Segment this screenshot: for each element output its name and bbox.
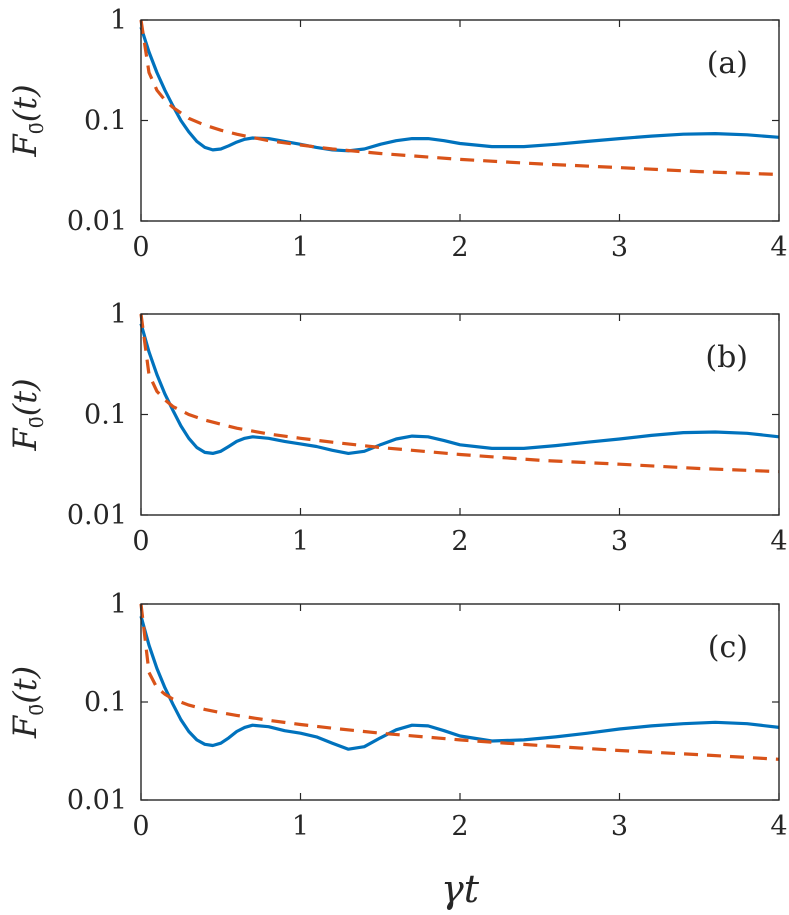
- plot-frame: [140, 19, 780, 222]
- x-axis-label: γt: [441, 867, 480, 911]
- panel-2: 0 1 2 3 4 0.01 0.1 1 (b) F0̄(t): [6, 299, 788, 557]
- x-tick-label: 3: [611, 811, 628, 842]
- x-tick-label: 4: [770, 232, 787, 263]
- x-tick-label: 4: [770, 811, 787, 842]
- panel-label: (c): [708, 630, 748, 665]
- x-tick-label: 1: [292, 526, 309, 557]
- y-tick-label: 1: [110, 299, 127, 330]
- y-tick-label: 0.01: [67, 500, 127, 531]
- series-solid-line: [139, 323, 780, 455]
- x-tick-label: 3: [611, 232, 628, 263]
- x-tick-label: 2: [451, 811, 468, 842]
- y-axis-label: F0̄(t): [6, 378, 48, 451]
- panel-label: (a): [707, 46, 748, 81]
- x-tick-label: 0: [132, 232, 149, 263]
- series-dashed-line: [139, 603, 780, 761]
- y-tick-label: 1: [110, 589, 127, 620]
- panel-1: 0 1 2 3 4 0.01 0.1 1 (a) F0̄(t): [6, 5, 788, 263]
- y-tick-label: 0.01: [67, 206, 127, 237]
- y-axis-label: F0̄(t): [6, 666, 48, 739]
- series-dashed-line: [139, 19, 780, 177]
- x-tick-label: 1: [292, 232, 309, 263]
- series-solid-line: [139, 615, 780, 751]
- x-tick-label: 0: [132, 526, 149, 557]
- x-tick-label: 2: [451, 526, 468, 557]
- x-tick-label: 2: [451, 232, 468, 263]
- x-tick-label: 4: [770, 526, 787, 557]
- y-tick-label: 0.1: [84, 400, 127, 431]
- plot-frame: [140, 603, 780, 801]
- x-tick-label: 0: [132, 811, 149, 842]
- y-tick-label: 0.1: [84, 106, 127, 137]
- series-dashed-line: [139, 313, 780, 474]
- y-tick-label: 0.01: [67, 785, 127, 816]
- panel-3: 0 1 2 3 4 0.01 0.1 1 (c) F0̄(t) γt: [6, 589, 788, 911]
- y-tick-label: 0.1: [84, 687, 127, 718]
- panel-label: (b): [705, 340, 748, 375]
- x-tick-label: 3: [611, 526, 628, 557]
- series-solid-line: [139, 26, 780, 153]
- plot-frame: [140, 313, 780, 516]
- x-tick-label: 1: [292, 811, 309, 842]
- y-axis-label: F0̄(t): [6, 84, 48, 157]
- y-tick-label: 1: [110, 5, 127, 36]
